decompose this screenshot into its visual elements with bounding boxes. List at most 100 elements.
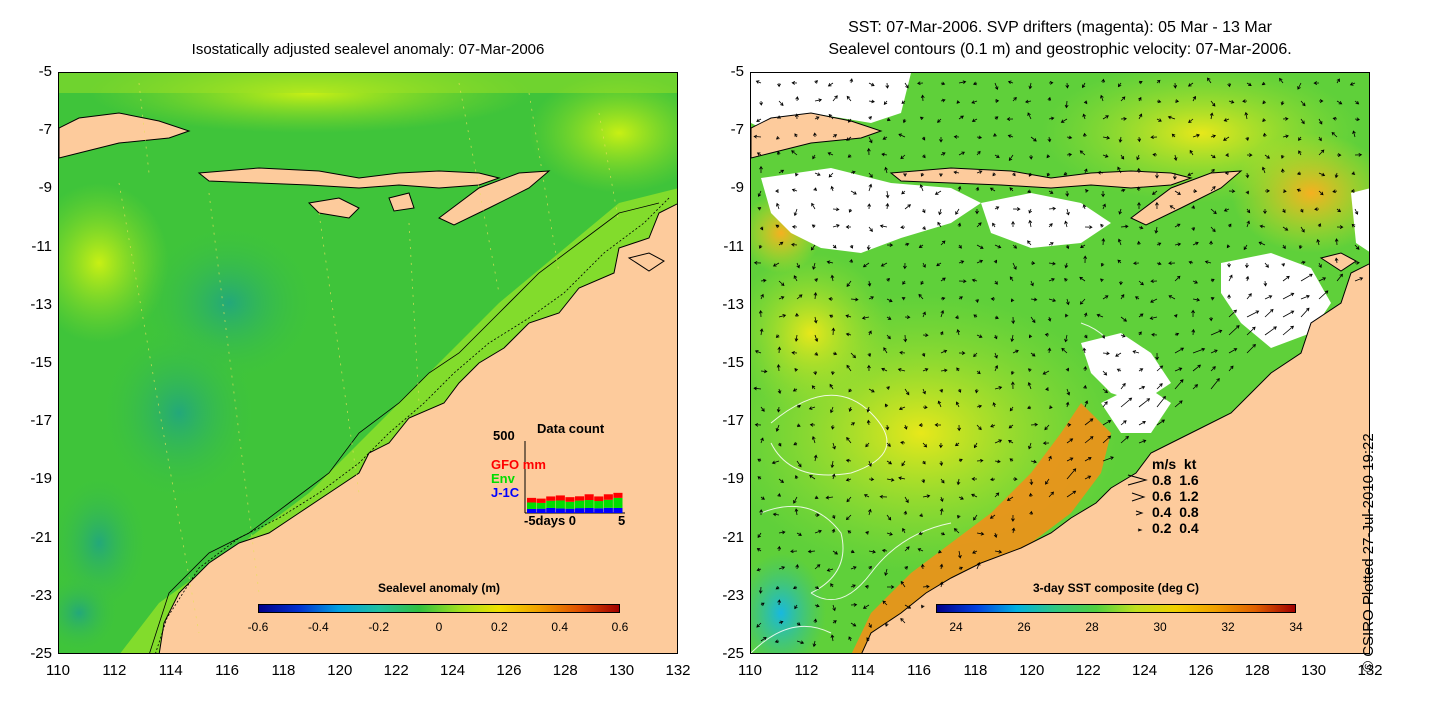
velocity-arrow: [850, 352, 857, 359]
velocity-arrow: [796, 640, 805, 645]
velocity-arrow: [868, 99, 875, 104]
velocity-arrow: [831, 473, 836, 480]
sst-map[interactable]: [750, 72, 1370, 654]
velocity-arrow: [958, 458, 963, 463]
velocity-arrow: [1318, 262, 1322, 268]
velocity-arrow: [1174, 379, 1184, 390]
x-tick-label: 124: [1132, 662, 1158, 679]
velocity-arrow: [919, 513, 924, 517]
velocity-arrow: [1156, 395, 1166, 408]
velocity-arrow: [1280, 100, 1285, 106]
velocity-arrow: [1029, 478, 1034, 486]
velocity-arrow: [922, 154, 926, 159]
data-count-bar-env: [575, 500, 585, 509]
velocity-arrow: [1258, 241, 1266, 246]
velocity-arrow: [1042, 370, 1050, 375]
velocity-arrow: [813, 292, 818, 300]
velocity-arrow: [1133, 261, 1140, 266]
velocity-arrow: [958, 244, 962, 249]
velocity-arrow: [1336, 100, 1343, 105]
velocity-arrow: [812, 262, 816, 270]
sealevel-anomaly-map[interactable]: [58, 72, 678, 654]
velocity-arrow: [796, 423, 801, 428]
velocity-arrow: [1027, 189, 1032, 194]
x-tick-label: 130: [1301, 662, 1327, 679]
velocity-arrow: [847, 154, 852, 158]
velocity-arrow: [1282, 310, 1295, 318]
velocity-arrow: [972, 81, 978, 86]
velocity-arrow: [994, 459, 1001, 464]
velocity-arrow: [1226, 244, 1231, 249]
velocity-arrow: [1228, 223, 1232, 228]
velocity-arrow: [794, 113, 799, 120]
colorbar-tick-label: 32: [1221, 620, 1235, 634]
velocity-arrow: [1336, 273, 1343, 282]
velocity-arrow: [1246, 82, 1252, 87]
colorbar-tick-label: 30: [1153, 620, 1167, 634]
velocity-arrow: [1280, 168, 1285, 174]
velocity-arrow: [846, 136, 852, 141]
velocity-arrow: [1261, 166, 1266, 174]
velocity-arrow: [904, 604, 912, 609]
velocity-arrow: [1150, 298, 1158, 303]
velocity-arrow: [939, 172, 943, 177]
velocity-arrow: [1263, 209, 1267, 215]
velocity-arrow: [1083, 384, 1087, 390]
velocity-arrow: [1048, 242, 1054, 246]
x-tick-label: 114: [158, 662, 183, 679]
colorbar-tick-label: 0: [435, 620, 443, 634]
colorbar-tick-label: 26: [1017, 620, 1031, 634]
velocity-arrow: [918, 293, 924, 300]
velocity-arrow: [777, 545, 782, 552]
velocity-arrow: [1102, 420, 1112, 426]
velocity-arrow: [1101, 78, 1106, 84]
velocity-arrow: [1046, 154, 1051, 159]
velocity-arrow: [866, 406, 871, 413]
velocity-arrow: [994, 244, 1002, 249]
velocity-arrow: [811, 435, 816, 444]
velocity-arrow: [868, 183, 873, 192]
velocity-arrow: [940, 478, 945, 484]
velocity-arrow: [882, 136, 888, 140]
data-count-xlabel: -5days 0: [524, 513, 577, 528]
velocity-arrow: [886, 278, 890, 282]
velocity-arrow: [1300, 208, 1304, 213]
velocity-arrow: [1264, 308, 1274, 318]
velocity-arrow: [1167, 115, 1176, 120]
y-tick-label: -9: [38, 179, 52, 197]
velocity-arrow: [1174, 275, 1181, 282]
velocity-arrow: [921, 136, 926, 141]
velocity-arrow: [1298, 244, 1303, 250]
velocity-arrow: [903, 334, 908, 343]
velocity-arrow: [989, 187, 996, 192]
data-count-bar-gfo: [555, 495, 565, 501]
velocity-arrow: [1028, 219, 1033, 228]
velocity-arrow: [1300, 118, 1305, 125]
velocity-arrow: [1010, 381, 1015, 390]
velocity-arrow: [1066, 135, 1073, 140]
velocity-arrow: [1354, 100, 1360, 105]
velocity-arrow: [1117, 259, 1122, 264]
velocity-arrow: [846, 364, 852, 372]
velocity-arrow: [1134, 296, 1140, 300]
velocity-arrow: [1246, 293, 1252, 300]
velocity-arrow: [902, 118, 907, 124]
velocity-arrow: [1138, 113, 1143, 120]
velocity-arrow: [1084, 418, 1094, 426]
velocity-arrow: [868, 116, 872, 120]
velocity-arrow: [849, 244, 854, 249]
velocity-arrow: [1156, 118, 1162, 122]
velocity-arrow: [1064, 278, 1068, 282]
velocity-arrow: [1084, 334, 1088, 339]
sst-map-graphic: [751, 73, 1369, 653]
velocity-arrow: [1263, 280, 1268, 287]
velocity-arrow: [1030, 352, 1036, 357]
velocity-arrow: [1318, 136, 1322, 142]
velocity-arrow: [974, 388, 979, 394]
data-count-bar-env: [603, 499, 613, 508]
velocity-arrow: [976, 170, 983, 174]
velocity-arrow: [1028, 82, 1033, 90]
velocity-arrow: [1030, 316, 1036, 324]
left-colorbar: [258, 604, 620, 613]
velocity-arrow: [868, 296, 874, 300]
